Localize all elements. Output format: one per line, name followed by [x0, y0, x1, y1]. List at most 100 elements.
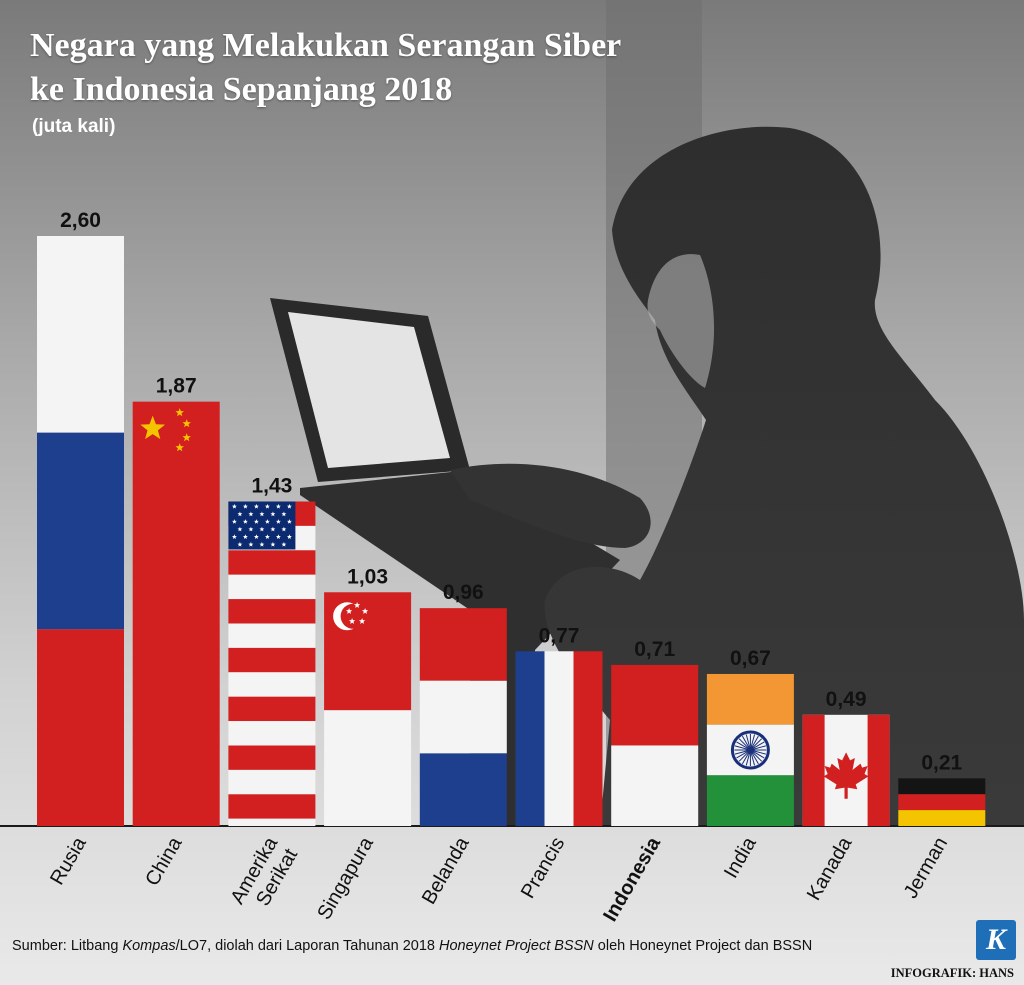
category-label-line: Belanda — [418, 833, 474, 908]
flag-star-small — [353, 601, 361, 608]
flag-star — [264, 534, 270, 539]
value-label: 0,67 — [730, 647, 771, 670]
flag-stripe-black — [898, 778, 986, 795]
value-label: 0,21 — [921, 751, 962, 774]
flag-star — [231, 503, 237, 509]
unit-label: (juta kali) — [32, 116, 116, 137]
category-label-line: Indonesia — [599, 833, 665, 926]
flag-stripe — [228, 769, 316, 795]
bar-germany — [898, 778, 986, 826]
category-label: Kanada — [803, 833, 857, 904]
flag-star-small — [358, 617, 366, 624]
flag-field-red — [132, 401, 220, 826]
flag-star — [231, 519, 237, 524]
flag-chakra-hub — [747, 746, 754, 753]
bar-netherlands — [419, 608, 507, 826]
flag-stripe-red — [898, 794, 986, 811]
flag-stripe-gold — [898, 810, 986, 826]
flag-stripe-green — [706, 775, 794, 826]
flag-star — [264, 503, 270, 509]
flag-chakra-icon — [730, 730, 770, 770]
category-label-line: Jerman — [900, 834, 952, 903]
chart-title: Negara yang Melakukan Serangan Siber ke … — [30, 24, 621, 112]
flag-stripe-red — [419, 608, 507, 681]
bar-indonesia — [611, 664, 699, 826]
category-label: Rusia — [46, 833, 91, 889]
bar-russia — [37, 236, 124, 826]
flag-stripe — [228, 672, 316, 697]
category-label-line: Singapura — [313, 833, 378, 924]
flag-star-large — [140, 415, 166, 440]
flag-stripe-red — [37, 629, 124, 826]
value-label: 1,43 — [251, 475, 292, 498]
flag-stripe — [228, 745, 316, 770]
flag-stripe-red — [573, 651, 603, 826]
value-label: 1,03 — [347, 565, 388, 588]
flag-stripe — [228, 574, 316, 600]
category-label: AmerikaSerikat — [226, 833, 302, 920]
category-label: Belanda — [418, 833, 474, 908]
category-label: Prancis — [517, 834, 569, 903]
flag-star — [286, 534, 292, 539]
flag-band-left — [802, 714, 825, 826]
flag-stripe-red — [611, 664, 699, 746]
hacker-silhouette-icon — [270, 126, 1024, 827]
bar-france — [515, 651, 603, 826]
bar-usa — [228, 501, 316, 826]
flag-stripe — [228, 696, 316, 722]
flag-star — [259, 526, 265, 532]
bar-india — [706, 673, 794, 826]
flag-stripe-blue — [419, 753, 507, 826]
flag-star — [253, 534, 259, 539]
flag-star-small — [345, 607, 353, 614]
flag-star — [281, 541, 287, 547]
category-label-line: Rusia — [46, 833, 91, 889]
flag-star — [237, 511, 243, 517]
flag-star — [253, 519, 259, 524]
value-label: 0,96 — [443, 581, 484, 604]
flag-maple-leaf-icon — [823, 752, 869, 799]
flag-star — [270, 511, 276, 517]
flag-star — [242, 534, 248, 539]
flag-star — [270, 526, 276, 532]
flag-star — [270, 541, 276, 547]
flag-stripe — [228, 794, 316, 819]
title-line-2: ke Indonesia Sepanjang 2018 — [30, 71, 453, 108]
flag-star — [281, 511, 287, 517]
flag-star-small — [182, 433, 191, 442]
value-label: 0,49 — [826, 688, 867, 711]
flag-stripe — [228, 721, 316, 746]
category-label-line: Prancis — [517, 834, 569, 903]
flag-band-right — [867, 714, 890, 826]
category-label: Jerman — [900, 834, 952, 903]
flag-star — [242, 519, 248, 524]
flag-star-small — [175, 408, 184, 417]
category-label: Singapura — [313, 833, 378, 924]
category-label-line: Kanada — [803, 833, 857, 904]
flag-star — [286, 503, 292, 509]
flag-stripe-white — [419, 680, 507, 754]
value-label: 2,60 — [60, 209, 101, 232]
flag-field-white — [324, 710, 412, 826]
flag-star — [248, 526, 254, 532]
flag-stripe — [228, 599, 316, 624]
bar-china — [132, 401, 220, 826]
source-note: Sumber: Litbang Kompas/LO7, diolah dari … — [12, 938, 813, 954]
flag-star — [281, 526, 287, 532]
flag-star — [259, 511, 265, 517]
kompas-logo-icon: K — [976, 920, 1016, 960]
flag-star — [275, 519, 281, 524]
infographic-credit: INFOGRAFIK: HANS — [890, 966, 1014, 980]
category-label: China — [141, 833, 187, 890]
flag-star — [286, 519, 292, 524]
flag-star — [264, 519, 270, 524]
flag-star-small — [182, 419, 191, 428]
title-line-1: Negara yang Melakukan Serangan Siber — [30, 27, 622, 64]
flag-stripe-white — [37, 236, 124, 433]
value-label: 0,71 — [634, 638, 675, 661]
flag-crescent-inner — [340, 603, 366, 629]
flag-stripe-blue — [37, 432, 124, 630]
flag-star — [259, 541, 265, 547]
